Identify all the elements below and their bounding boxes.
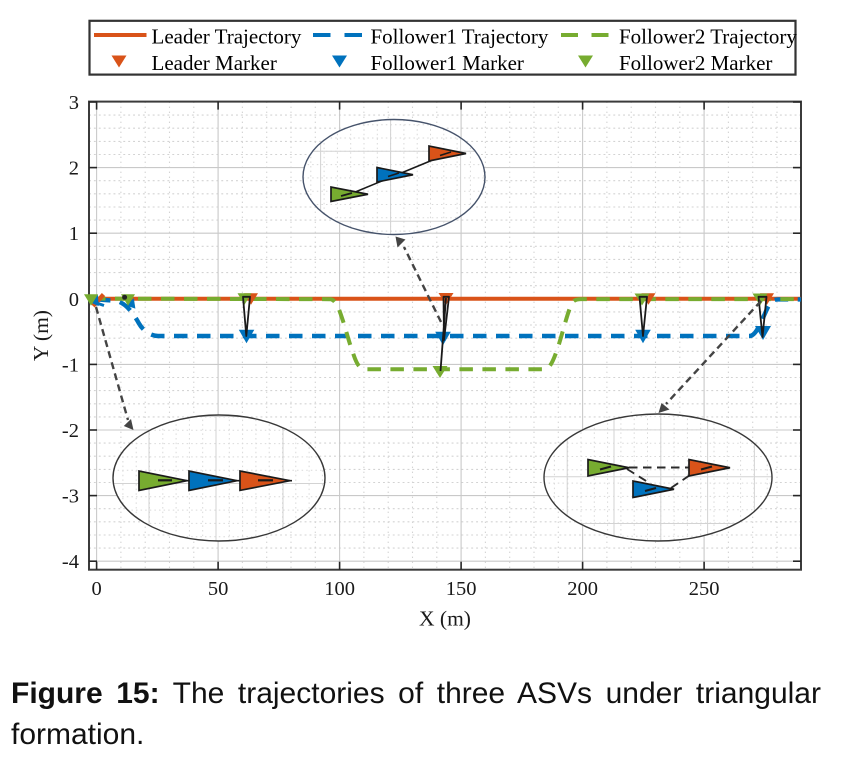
svg-text:Y (m): Y (m) <box>29 310 53 361</box>
svg-text:1: 1 <box>69 223 79 245</box>
svg-text:Leader Trajectory: Leader Trajectory <box>152 25 302 49</box>
svg-text:Follower2 Marker: Follower2 Marker <box>619 51 772 75</box>
svg-text:50: 50 <box>208 578 229 600</box>
svg-text:100: 100 <box>324 578 355 600</box>
svg-text:-1: -1 <box>62 354 79 376</box>
svg-text:-4: -4 <box>62 551 79 573</box>
svg-text:3: 3 <box>69 92 79 114</box>
svg-text:-2: -2 <box>62 420 79 442</box>
svg-text:-3: -3 <box>62 486 79 508</box>
svg-text:2: 2 <box>69 158 79 180</box>
svg-text:250: 250 <box>689 578 720 600</box>
svg-text:X (m): X (m) <box>419 607 471 631</box>
svg-text:Leader Marker: Leader Marker <box>152 51 277 75</box>
svg-text:200: 200 <box>567 578 598 600</box>
svg-text:Follower1 Marker: Follower1 Marker <box>371 51 524 75</box>
svg-text:0: 0 <box>91 578 101 600</box>
svg-text:150: 150 <box>446 578 477 600</box>
svg-text:Follower2 Trajectory: Follower2 Trajectory <box>619 25 797 49</box>
svg-text:0: 0 <box>69 289 79 311</box>
svg-text:Follower1 Trajectory: Follower1 Trajectory <box>371 25 549 49</box>
